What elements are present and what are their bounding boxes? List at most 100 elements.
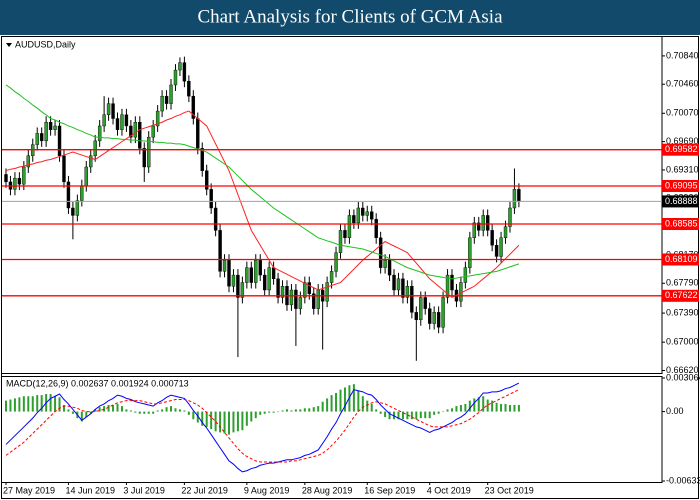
candle-body xyxy=(66,181,71,209)
candle-body xyxy=(280,286,285,298)
macd-histogram-bar xyxy=(459,405,462,412)
macd-panel xyxy=(1,376,663,483)
macd-histogram-bar xyxy=(428,411,431,419)
candle-body xyxy=(485,215,490,231)
candle-body xyxy=(365,211,369,216)
candle-body xyxy=(512,189,517,209)
macd-histogram-bar xyxy=(67,409,70,412)
y-tick-label: 0.00 xyxy=(666,406,684,416)
x-tick-label: 9 Aug 2019 xyxy=(244,485,290,495)
candle-body xyxy=(329,271,334,283)
candle-body xyxy=(258,259,262,276)
chart-title: AUDUSD,Daily xyxy=(15,39,76,49)
macd-histogram-bar xyxy=(446,409,449,412)
candle-body xyxy=(111,103,115,119)
macd-histogram-bar xyxy=(40,395,43,412)
macd-histogram-bar xyxy=(317,406,320,412)
macd-histogram-bar xyxy=(62,405,65,412)
macd-histogram-bar xyxy=(80,411,83,422)
candle-body xyxy=(106,103,111,115)
macd-histogram-bar xyxy=(375,409,378,412)
macd-histogram-bar xyxy=(31,396,34,412)
moving-average xyxy=(5,84,520,280)
macd-histogram-bar xyxy=(437,411,440,414)
candle-body xyxy=(356,207,361,224)
candle-body xyxy=(129,125,133,138)
macd-histogram-bar xyxy=(138,411,141,414)
macd-histogram-bar xyxy=(299,409,302,412)
y-tick-label: 0.67390 xyxy=(666,307,699,317)
page-title: Chart Analysis for Clients of GCM Asia xyxy=(197,6,503,27)
candle-body xyxy=(84,166,88,186)
candle-body xyxy=(352,215,356,224)
candle-body xyxy=(249,267,254,283)
macd-histogram-bar xyxy=(482,396,485,412)
y-tick-label: 0.66620 xyxy=(666,365,699,375)
macd-histogram-bar xyxy=(326,398,329,412)
macd-histogram-bar xyxy=(455,406,458,412)
y-tick-label: 0.70840 xyxy=(666,50,699,60)
macd-histogram-bar xyxy=(335,392,338,412)
macd-histogram-bar xyxy=(71,411,74,414)
candle-body xyxy=(401,278,405,298)
macd-histogram-bar xyxy=(85,411,88,418)
candle-body xyxy=(44,122,48,142)
candle-body xyxy=(178,62,182,71)
candle-body xyxy=(343,230,347,239)
macd-histogram-bar xyxy=(94,409,97,412)
candle-body xyxy=(227,259,231,287)
candle-body xyxy=(71,207,75,216)
macd-histogram-bar xyxy=(508,405,511,412)
macd-histogram-bar xyxy=(5,400,7,412)
level-label-box xyxy=(662,179,699,192)
candle-body xyxy=(463,267,468,283)
candle-body xyxy=(191,95,196,119)
macd-histogram-bar xyxy=(473,398,476,412)
level-label: 0.68109 xyxy=(665,254,698,264)
candle-body xyxy=(4,174,8,183)
y-tick-label: 0.67000 xyxy=(666,337,699,347)
macd-histogram-bar xyxy=(513,405,516,412)
macd-histogram-bar xyxy=(116,403,119,412)
candle-body xyxy=(503,226,508,239)
macd-histogram-bar xyxy=(517,405,520,412)
candle-body xyxy=(481,215,485,231)
macd-histogram-bar xyxy=(192,411,195,420)
macd-histogram-bar xyxy=(308,408,311,412)
macd-histogram-bar xyxy=(277,411,280,413)
candle-body xyxy=(236,274,240,298)
candle-body xyxy=(164,95,169,104)
macd-histogram-bar xyxy=(205,411,208,427)
macd-histogram-bar xyxy=(228,411,230,435)
macd-histogram-bar xyxy=(259,411,262,415)
symbol-marker xyxy=(6,43,12,47)
macd-histogram-bar xyxy=(165,407,168,412)
macd-histogram-bar xyxy=(321,401,324,412)
macd-histogram-bar xyxy=(236,411,239,432)
candle-body xyxy=(271,267,276,280)
level-label-box xyxy=(662,218,699,231)
candle-body xyxy=(423,297,427,309)
candle-body xyxy=(147,136,151,168)
macd-histogram-bar xyxy=(112,405,115,412)
macd-histogram-bar xyxy=(379,411,382,414)
y-tick-label: 0.70460 xyxy=(666,79,699,89)
level-label: 0.68585 xyxy=(665,218,698,228)
candle-body xyxy=(169,84,173,104)
candle-body xyxy=(254,259,258,283)
macd-histogram-bar xyxy=(58,397,61,412)
macd-histogram-bar xyxy=(254,411,257,419)
candle-body xyxy=(151,125,155,138)
y-tick-label: 0.69690 xyxy=(666,136,699,146)
candle-body xyxy=(209,189,213,209)
candle-body xyxy=(173,69,178,86)
macd-histogram-bar xyxy=(504,403,507,412)
candle-body xyxy=(97,125,102,142)
candle-body xyxy=(182,62,187,82)
macd-histogram-bar xyxy=(107,405,110,412)
level-label-box xyxy=(662,289,699,302)
candle-body xyxy=(13,177,17,190)
candle-body xyxy=(445,274,450,298)
candle-body xyxy=(115,118,120,130)
